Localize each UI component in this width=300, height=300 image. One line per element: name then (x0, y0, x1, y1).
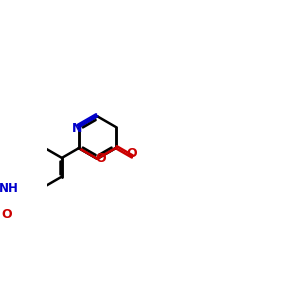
Text: O: O (2, 208, 12, 220)
Text: O: O (127, 146, 137, 160)
Text: N: N (72, 122, 83, 135)
Text: NH: NH (0, 182, 19, 195)
Text: O: O (95, 152, 106, 165)
